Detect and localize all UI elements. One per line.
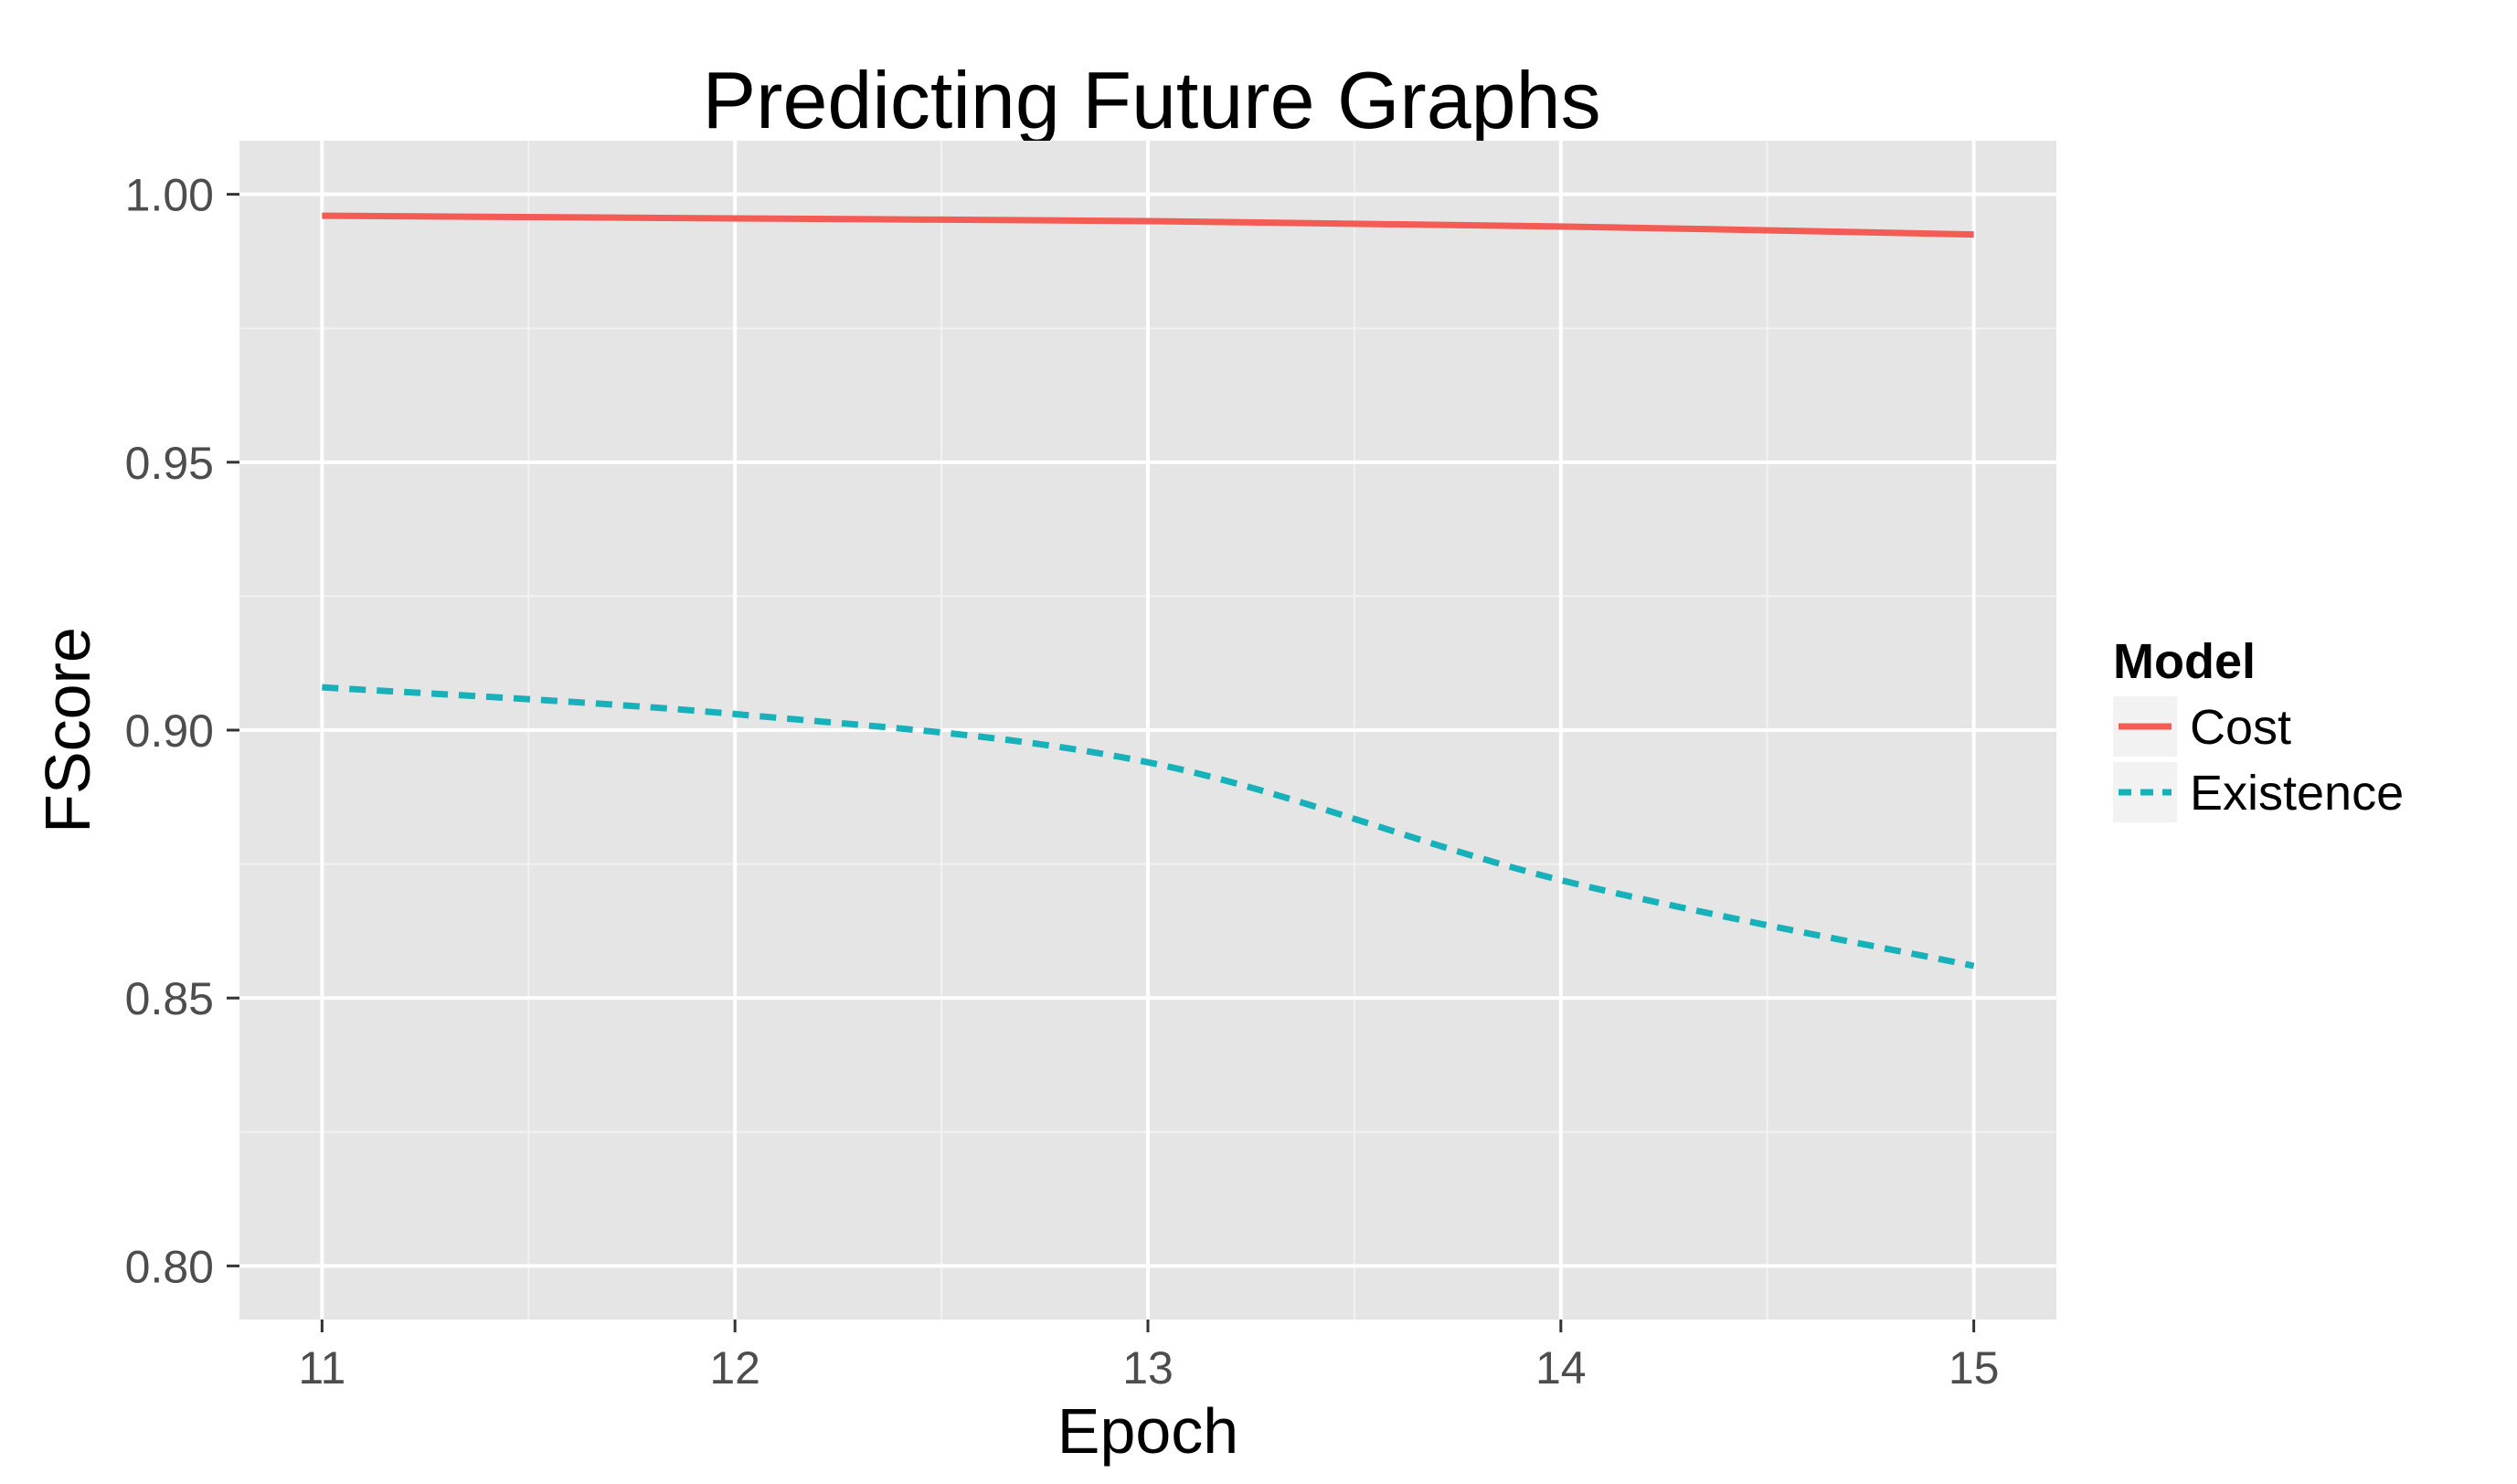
series-line-existence [322, 684, 1975, 970]
x-tick-label: 13 [1122, 1342, 1174, 1394]
y-tick-label: 0.90 [125, 705, 214, 757]
series-lines [322, 212, 1975, 970]
chart-title: Predicting Future Graphs [702, 55, 1600, 145]
y-tick-label: 0.85 [125, 973, 214, 1024]
y-tick-label: 1.00 [125, 170, 214, 221]
y-tick-label: 0.80 [125, 1241, 214, 1292]
legend-label: Existence [2190, 766, 2404, 821]
y-axis-title: FScore [32, 627, 103, 833]
legend: Model Cost Existence [2113, 634, 2404, 822]
legend-title: Model [2113, 634, 2256, 689]
series-line-cost [322, 212, 1974, 238]
x-tick-label: 11 [298, 1342, 345, 1394]
x-tick-label: 15 [1949, 1342, 2000, 1394]
x-tick-label: 14 [1535, 1342, 1587, 1394]
x-axis-ticks: 11 12 13 14 15 [298, 1320, 1999, 1394]
x-tick-label: 12 [709, 1342, 760, 1394]
major-grid [239, 141, 2056, 1320]
x-axis-title: Epoch [1057, 1395, 1238, 1467]
y-tick-label: 0.95 [125, 438, 214, 489]
legend-entries: Cost Existence [2113, 696, 2404, 822]
y-axis-ticks: 0.80 0.85 0.90 0.95 1.00 [125, 170, 239, 1292]
legend-label: Cost [2190, 700, 2291, 755]
